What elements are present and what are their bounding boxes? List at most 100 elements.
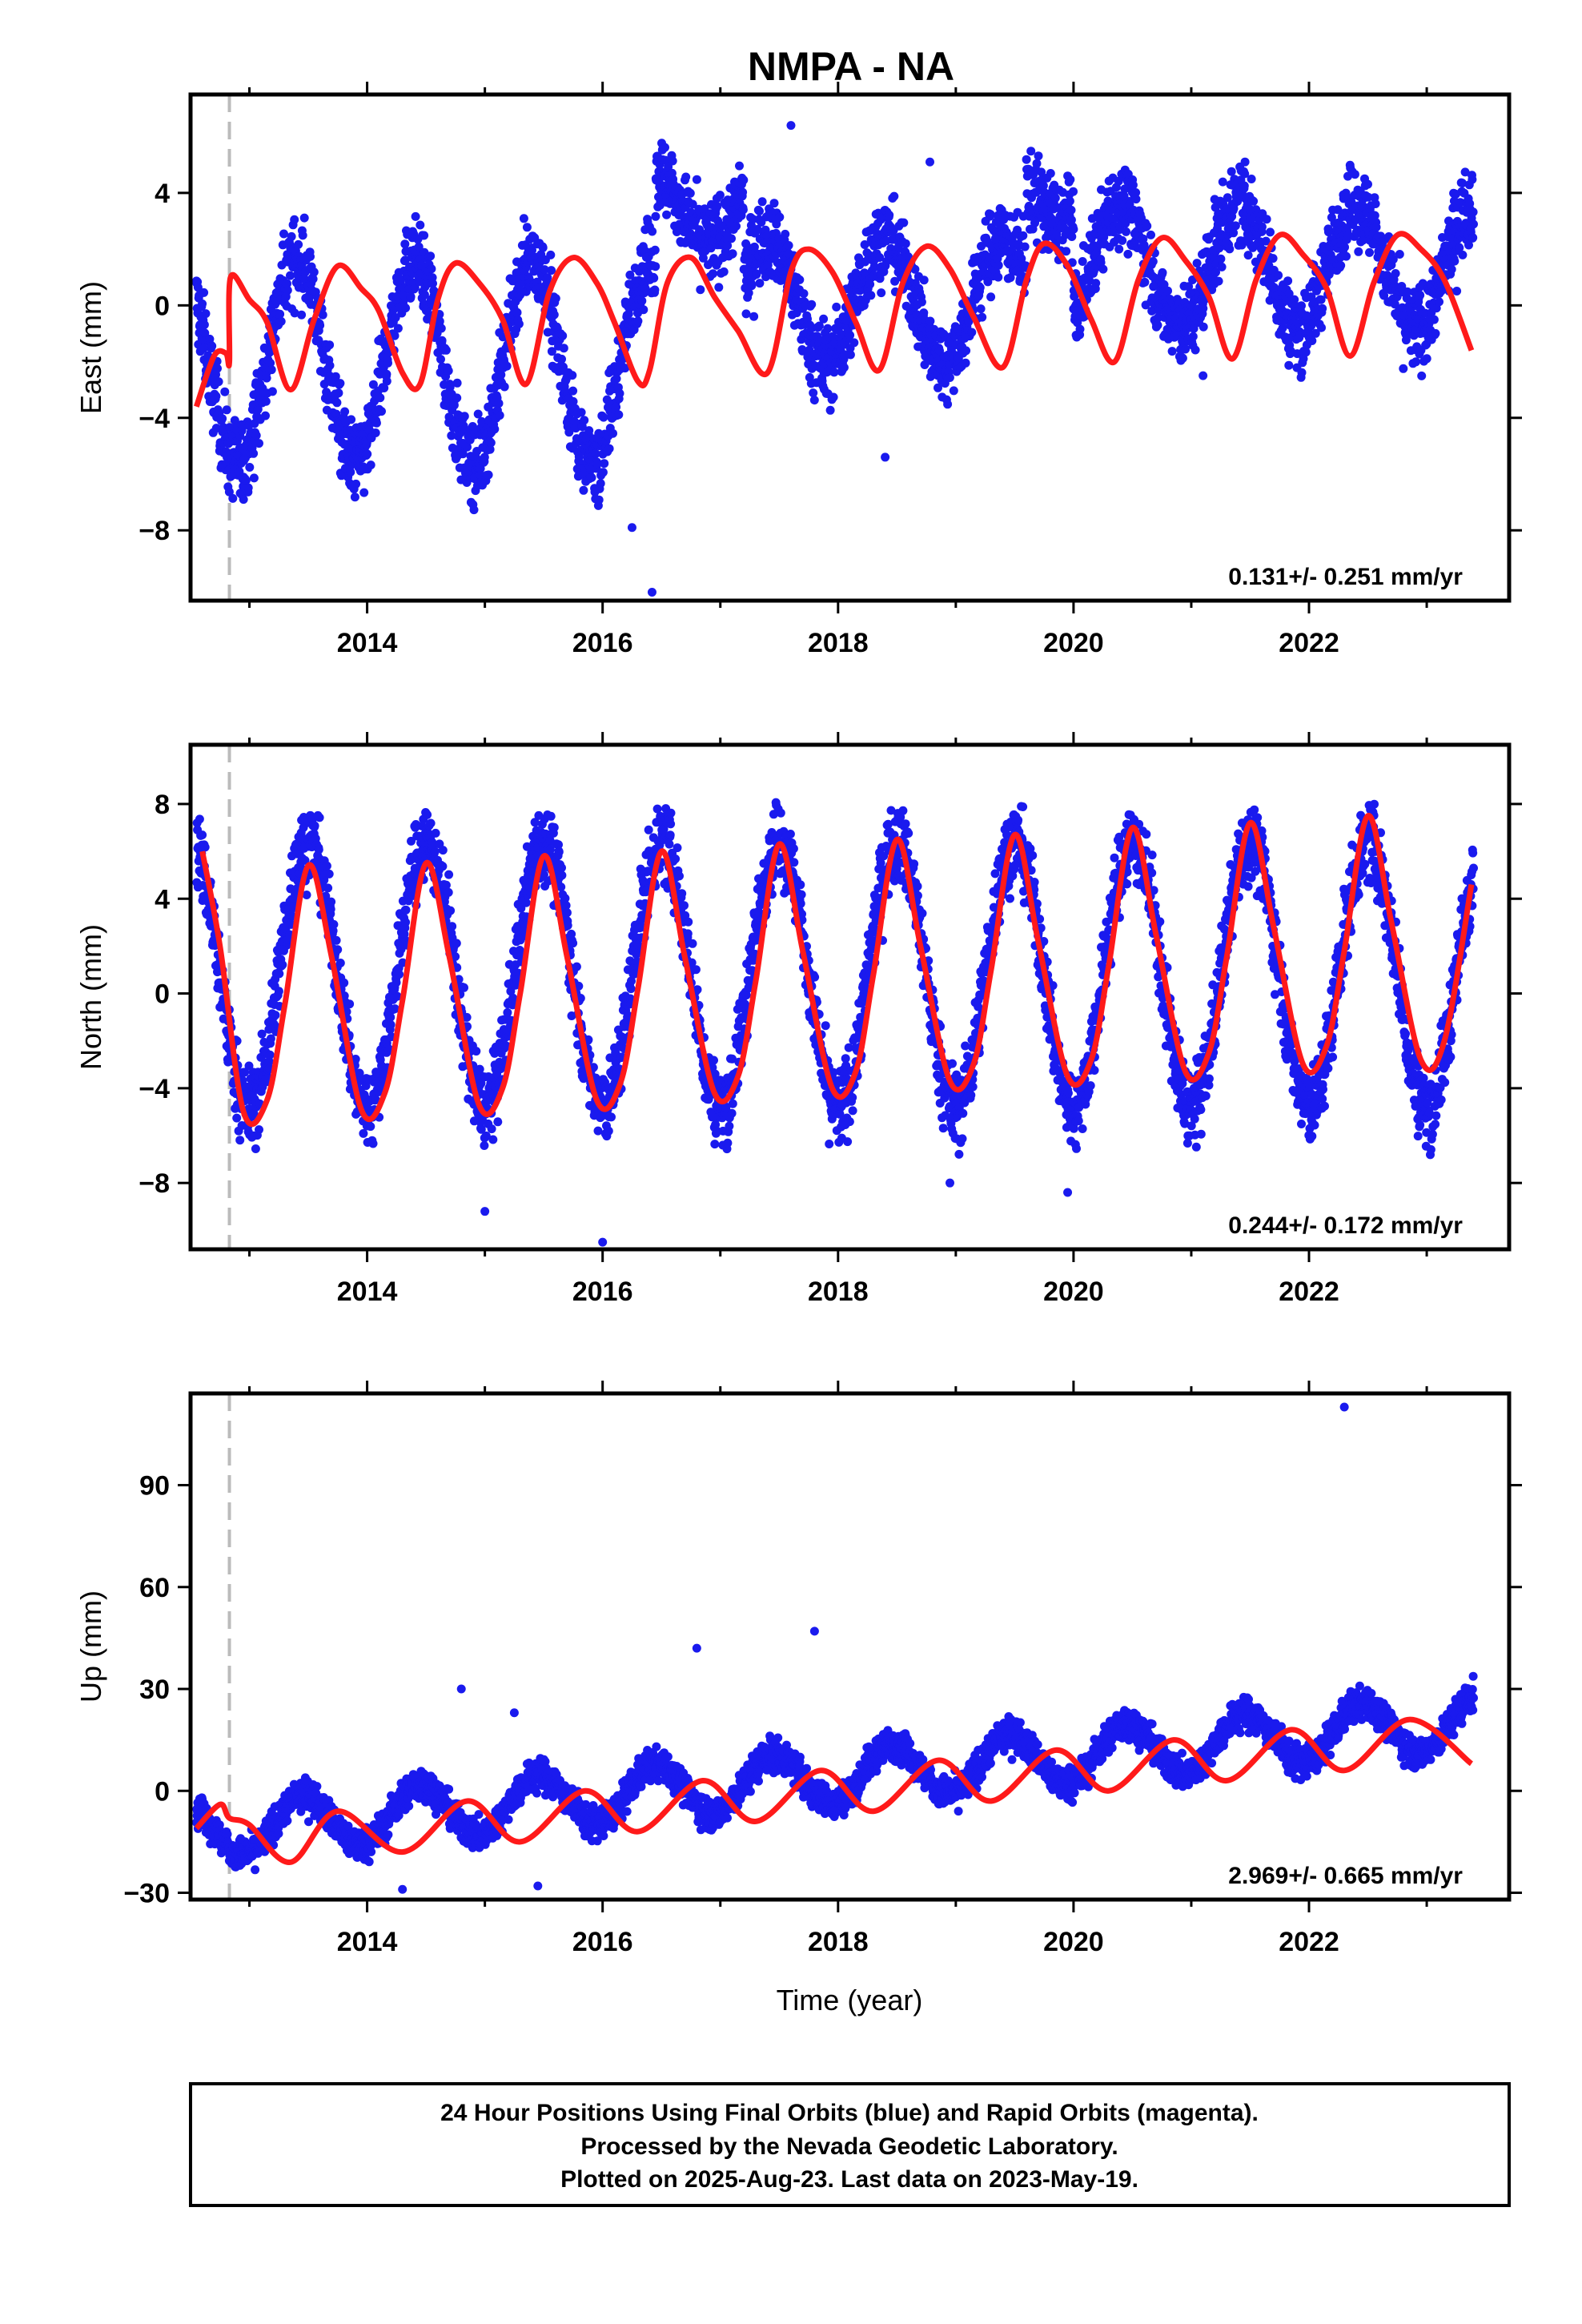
east-point [325,360,335,370]
east-point [249,448,259,458]
east-point [371,418,381,428]
east-point [1370,211,1379,220]
east-point [978,312,987,322]
east-point [444,366,453,376]
east-point [334,388,343,398]
north-point [257,1029,267,1039]
east-point [420,231,429,240]
north-point [244,1061,254,1071]
east-point [1363,179,1372,189]
east-point [1456,198,1465,207]
east-point [1299,354,1308,364]
east-point [709,269,717,279]
east-point [681,172,691,182]
east-point [935,346,944,356]
east-point [809,388,818,398]
east-outlier-point [786,121,796,131]
east-point [335,379,345,388]
east-point [1167,347,1177,356]
east-point [538,243,548,252]
east-point [1284,289,1294,299]
east-point [547,347,556,356]
east-point [598,468,608,477]
east-point [1270,283,1279,292]
north-point [315,813,324,822]
east-point [399,296,408,306]
east-point [463,442,472,452]
east-point [1399,364,1408,373]
north-point [264,1057,274,1067]
east-x-tick-label: 2016 [572,628,633,658]
north-point [430,846,440,856]
east-point [749,312,759,321]
east-point [1284,360,1294,370]
east-y-tick-label: 0 [155,291,170,321]
north-point [584,1035,593,1044]
east-point [1340,243,1349,252]
east-point [945,373,954,382]
north-point [324,869,334,879]
east-point [568,386,578,396]
east-point [228,493,238,503]
east-point [528,245,536,255]
east-point [584,426,594,436]
east-point [620,364,630,373]
east-point [363,449,372,459]
east-point [494,399,504,408]
east-point [934,383,942,392]
east-point [340,407,350,416]
east-point [1395,250,1404,259]
north-point [368,1139,378,1148]
east-point [1026,147,1036,156]
east-point [1237,240,1247,250]
east-point [568,371,577,380]
east-point [1022,155,1031,164]
east-point [286,271,295,280]
north-point [326,904,335,914]
east-point [297,310,307,320]
north-point [359,1128,368,1138]
east-point [1455,243,1464,252]
east-point [1388,255,1398,264]
north-point [438,846,448,855]
north-point [446,906,456,915]
east-point [564,428,574,437]
east-outlier-point [239,495,248,505]
east-point [612,402,621,412]
north-point [539,870,548,879]
north-point [195,814,204,824]
east-point [1214,276,1223,286]
east-point [262,373,271,383]
east-point [1464,240,1473,250]
east-point [315,320,325,330]
east-rate-label: 0.131+/- 0.251 mm/yr [1228,564,1463,590]
east-point [1243,251,1253,260]
east-point [1278,323,1287,332]
east-x-tick-label: 2020 [1043,628,1104,658]
east-point [469,505,479,515]
east-point [1469,219,1478,229]
east-point [283,279,291,288]
north-point [554,847,564,857]
east-point [332,398,342,408]
north-point [302,891,311,899]
north-point [278,960,287,970]
east-point [615,388,624,398]
east-point [755,279,765,288]
east-point [1067,232,1077,241]
east-point [547,266,556,275]
east-point [400,239,410,249]
east-point [1435,297,1443,307]
north-point [487,1124,496,1134]
east-point [1148,257,1158,266]
east-point [1379,291,1389,300]
east-point [390,331,400,340]
east-point [650,285,660,295]
north-plot-area [192,745,1478,1249]
east-point [825,405,835,415]
east-point [1307,336,1317,345]
east-y-tick-label: 4 [155,179,170,209]
north-point [366,1122,375,1132]
